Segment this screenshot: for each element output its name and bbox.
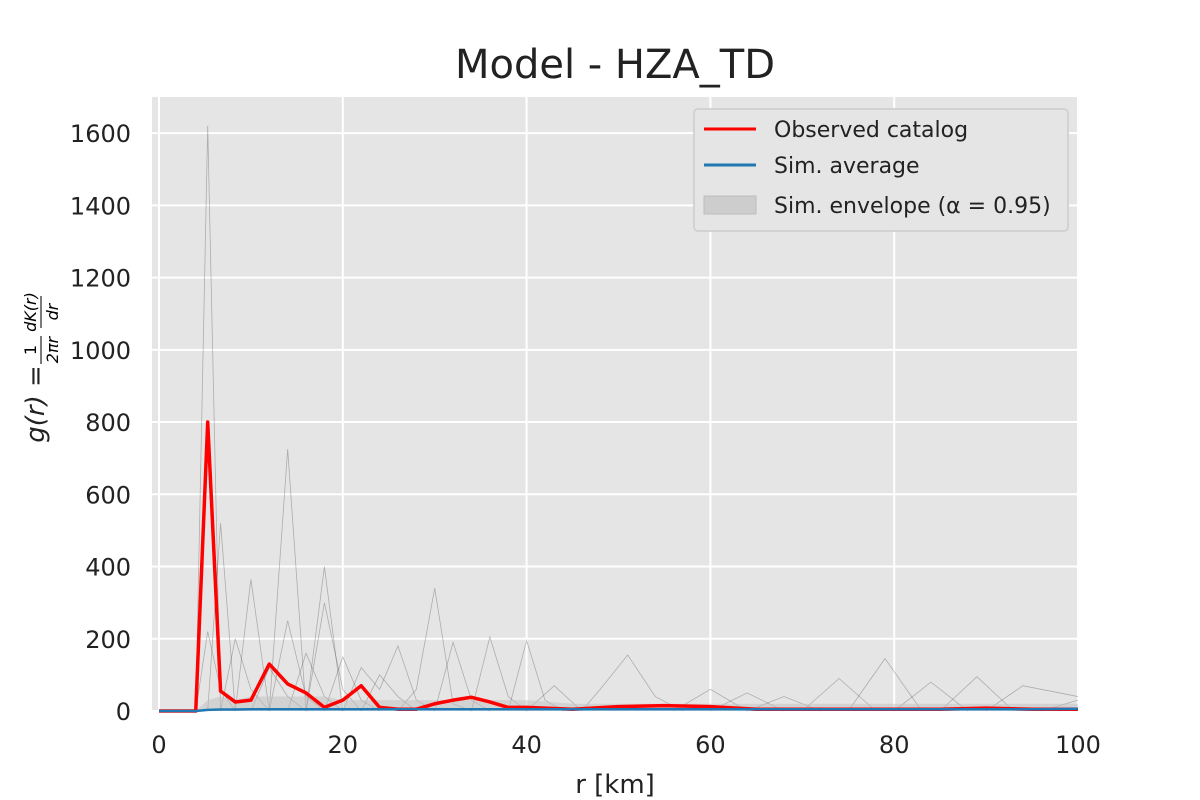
svg-text:1: 1 (21, 345, 40, 355)
legend: Observed catalog Sim. average Sim. envel… (693, 108, 1069, 232)
x-tick-label: 80 (879, 731, 910, 759)
x-tick-label: 100 (1055, 731, 1101, 759)
legend-box (693, 108, 1069, 232)
legend-label-envelope: Sim. envelope (α = 0.95) (774, 194, 1051, 219)
x-tick-labels: 0 20 40 60 80 100 (151, 731, 1101, 759)
svg-text:dr: dr (43, 302, 62, 320)
simulation-trace (207, 523, 236, 712)
series-layer (159, 420, 1079, 713)
y-tick-label: 1600 (70, 120, 131, 148)
grid-lines (152, 97, 1079, 712)
svg-text:2πr: 2πr (43, 335, 62, 363)
y-tick-labels: 0 200 400 600 800 1000 1200 1400 1600 (70, 120, 131, 726)
simulation-trace (305, 602, 362, 712)
simulation-trace (581, 654, 684, 712)
simulation-trace (305, 566, 344, 712)
x-axis-label: r [km] (575, 770, 655, 800)
y-tick-label: 400 (85, 554, 131, 582)
simulation-trace (268, 449, 307, 712)
legend-label-observed: Observed catalog (774, 118, 968, 143)
simulation-trace (939, 676, 1014, 712)
simulation-trace (847, 657, 923, 712)
y-axis-label: g(r) = 1 2πr dK(r) dr (21, 292, 62, 443)
x-tick-label: 20 (328, 731, 359, 759)
y-tick-label: 1400 (70, 192, 131, 220)
y-tick-label: 200 (85, 626, 131, 654)
svg-text:g(r) =: g(r) = (21, 365, 51, 443)
y-tick-label: 800 (85, 409, 131, 437)
simulation-trace (802, 677, 877, 712)
y-tick-label: 1200 (70, 265, 131, 293)
legend-label-average: Sim. average (774, 154, 920, 179)
simulation-trace (985, 685, 1079, 712)
y-tick-label: 0 (116, 698, 131, 726)
y-tick-label: 600 (85, 481, 131, 509)
sim-average-line (159, 707, 1079, 713)
x-tick-label: 0 (151, 731, 166, 759)
simulation-trace (893, 681, 968, 712)
y-tick-label: 1000 (70, 337, 131, 365)
svg-text:dK(r): dK(r) (21, 292, 40, 332)
simulation-trace (195, 125, 221, 712)
chart-title: Model - HZA_TD (455, 42, 775, 88)
x-tick-label: 60 (695, 731, 726, 759)
x-tick-label: 40 (511, 731, 542, 759)
legend-swatch-envelope (703, 195, 757, 215)
simulation-trace (234, 579, 270, 712)
